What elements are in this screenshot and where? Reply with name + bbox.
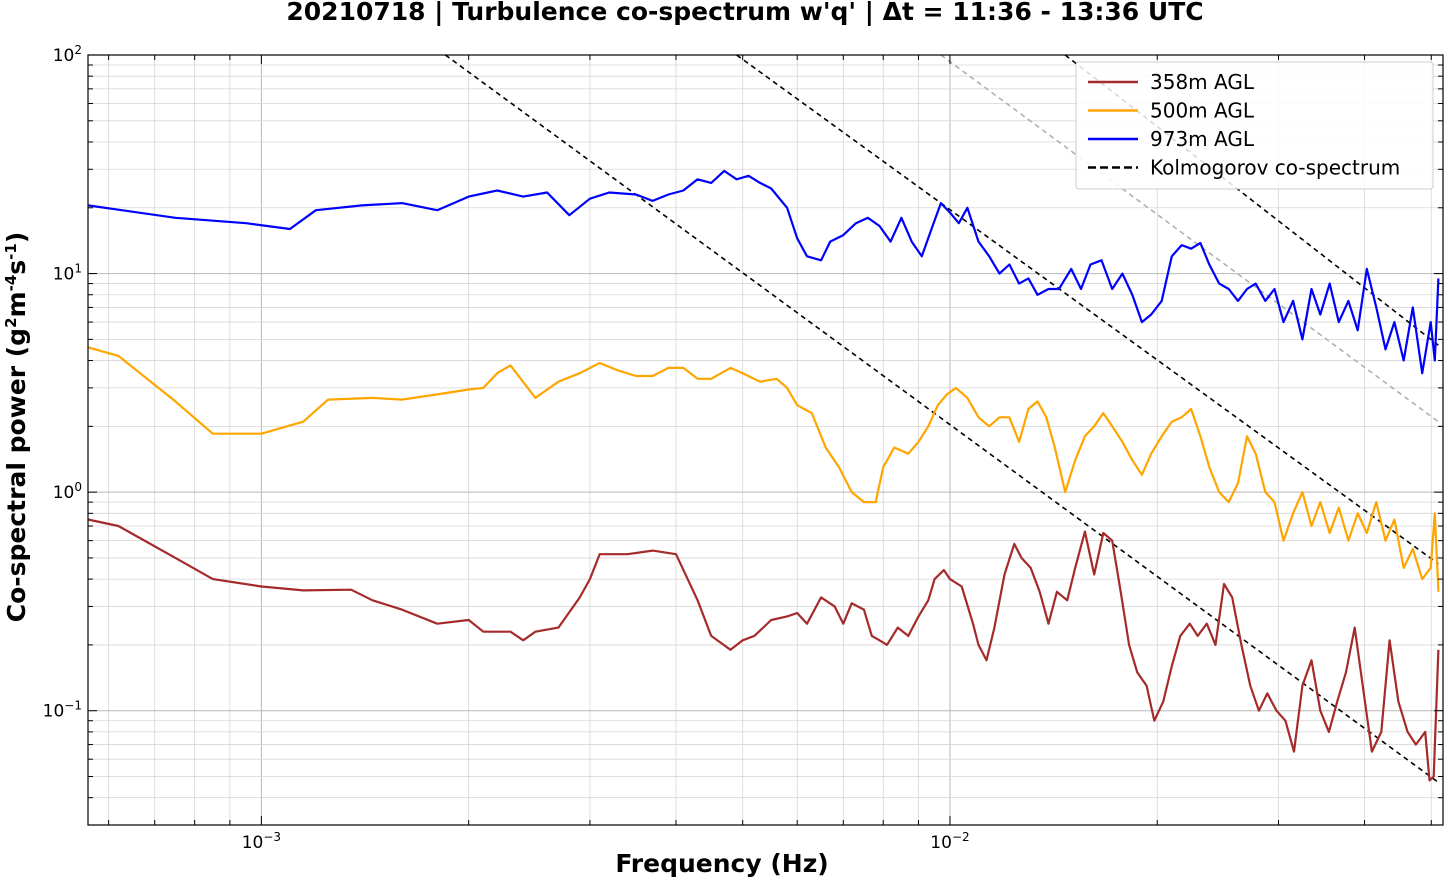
y-tick-label-exponent: 0	[74, 480, 82, 494]
legend-label: 973m AGL	[1150, 127, 1255, 151]
x-tick-label-exponent: −2	[952, 830, 970, 844]
y-axis-label-sup3: -1	[2, 243, 20, 260]
series-line-973m-agl	[87, 169, 1440, 375]
series-line-358m-agl	[87, 518, 1440, 782]
y-tick-label: 100	[53, 480, 82, 503]
kolmogorov-line	[736, 54, 1439, 565]
y-tick-label: 102	[53, 43, 82, 66]
y-tick-label-exponent: −1	[64, 699, 82, 713]
y-tick-label: 10−1	[43, 699, 82, 722]
chart-title: 20210718 | Turbulence co-spectrum w'q' |…	[286, 0, 1203, 26]
kolmogorov-line	[1064, 54, 1439, 346]
y-axis-label-end: )	[2, 232, 31, 243]
y-tick-label-base: 10	[53, 483, 75, 503]
y-tick-label-base: 10	[53, 46, 75, 66]
legend-label: Kolmogorov co-spectrum	[1150, 156, 1400, 180]
x-tick-label-exponent: −3	[263, 830, 281, 844]
plot-frame	[87, 54, 1444, 826]
y-tick-label-exponent: 1	[74, 262, 82, 276]
axis-ticks	[88, 54, 1443, 826]
y-axis-label: Co-spectral power (g2m-4s-1)	[2, 232, 31, 623]
y-tick-label-base: 10	[53, 265, 75, 285]
kolmogorov-line	[444, 54, 1439, 784]
kolmogorov-reference-lines	[444, 54, 1439, 784]
y-axis-label-mid1: m	[2, 291, 31, 317]
y-tick-label-base: 10	[43, 702, 65, 722]
kolmogorov-line	[940, 54, 1439, 423]
legend-label: 358m AGL	[1150, 70, 1255, 94]
x-axis-label: Frequency (Hz)	[615, 849, 828, 878]
x-tick-label-base: 10	[930, 833, 952, 853]
y-tick-label-exponent: 2	[74, 43, 82, 57]
legend-label: 500m AGL	[1150, 99, 1255, 123]
legend: 358m AGL 500m AGL 973m AGL Kolmogorov co-sp…	[1075, 61, 1434, 190]
y-axis-label-mid2: s	[2, 260, 31, 275]
x-tick-label: 10−3	[242, 830, 281, 853]
legend-box	[1075, 61, 1434, 190]
series-line-500m-agl	[87, 346, 1440, 592]
y-axis-label-sup1: 2	[2, 317, 20, 327]
y-tick-label: 101	[53, 262, 82, 285]
series-lines	[87, 169, 1440, 782]
x-tick-label-base: 10	[242, 833, 264, 853]
y-axis-label-base: Co-spectral power (g	[2, 328, 31, 622]
x-tick-label: 10−2	[930, 830, 969, 853]
y-axis-label-sup2: -4	[2, 275, 20, 292]
